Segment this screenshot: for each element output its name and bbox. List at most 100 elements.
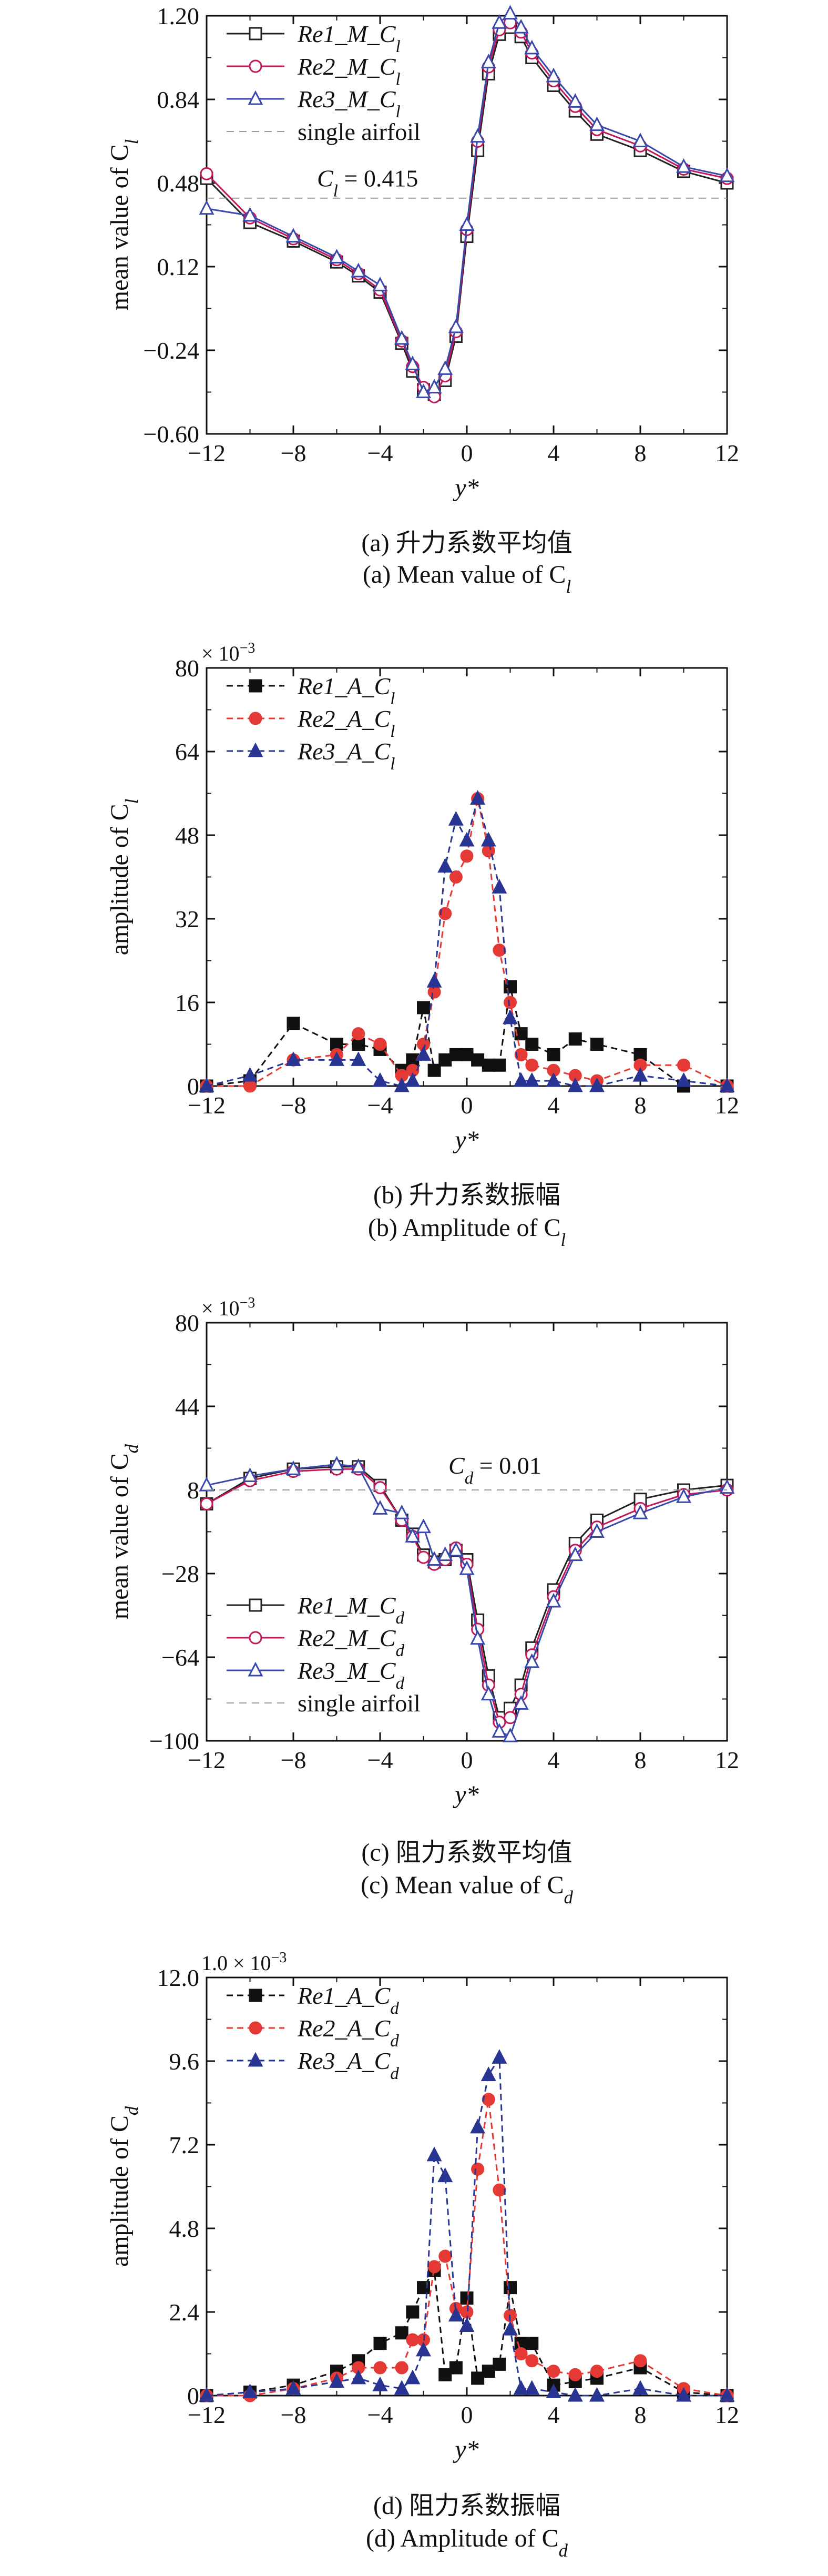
data-point [471,2162,485,2176]
data-point [417,1001,430,1015]
series-0 [200,1460,734,1725]
y-tick-label: 0.48 [157,170,200,197]
data-point [459,1560,475,1575]
legend-marker [249,2021,262,2035]
y-tick-label: 9.6 [169,2048,200,2075]
data-point [406,2305,420,2319]
data-point [427,2260,441,2274]
legend-label: single airfoil [298,1690,421,1717]
data-point [394,2380,410,2395]
y-scale-note: × 10−3 [201,640,255,666]
legend-marker [248,2052,263,2067]
data-point [242,1467,258,1482]
data-point [373,1038,387,1051]
data-point [676,1072,691,1087]
legend-label: Re2_M_Cd [297,1625,405,1660]
data-point [590,2365,604,2378]
data-point [405,356,421,370]
data-point [406,2333,420,2347]
legend-marker [248,1661,263,1677]
data-point [482,1058,495,1072]
y-tick-label: 64 [175,738,199,765]
data-point [427,985,441,999]
series-line [207,2099,728,2397]
data-point [567,1077,583,1092]
data-point [329,2373,344,2388]
x-tick-label: −4 [367,1092,393,1119]
data-point [546,2384,561,2398]
data-point [242,207,258,222]
data-point [416,383,431,398]
x-axis-label: y* [452,1126,478,1154]
x-axis-label: y* [452,2436,478,2463]
x-tick-label: −8 [281,1747,306,1773]
legend-label: Re2_A_Cd [297,2015,399,2051]
y-tick-label: 16 [175,989,199,1016]
caption-cn: (a) 升力系数平均值 [361,529,572,557]
y-tick-label: −64 [161,1644,199,1671]
data-point [373,1481,387,1495]
x-tick-label: −12 [188,1092,226,1119]
x-axis-label: y* [452,1781,478,1809]
data-point [470,790,486,805]
data-point [513,1695,529,1710]
legend-label: Re3_A_Cd [297,2047,399,2083]
data-point [372,2376,388,2391]
x-tick-label: 4 [548,1092,560,1119]
y-tick-label: 44 [175,1393,199,1420]
data-point [199,200,214,215]
y-tick-label: −100 [149,1728,199,1754]
data-point [525,1058,539,1072]
data-point [589,1523,605,1538]
series-line [206,986,727,1087]
data-point [503,1009,518,1025]
data-point [242,2384,258,2398]
data-point [243,1079,257,1093]
data-point [449,1048,463,1061]
data-point [405,2369,421,2385]
data-point [437,858,453,873]
series-2 [199,2049,735,2402]
data-point [199,1077,214,1092]
data-point [514,1027,528,1041]
legend-label: Re3_M_Cd [297,1657,405,1693]
series-line [206,2267,728,2397]
series-line [206,1466,728,1719]
data-point [547,2365,560,2378]
data-point [524,2380,540,2395]
refline-label: Cd = 0.01 [448,1452,541,1488]
data-point [504,2281,517,2295]
y-tick-label: 0.84 [157,86,200,113]
data-point [405,1072,421,1087]
data-point [513,18,529,34]
y-tick-label: 32 [175,906,199,932]
data-point [546,1593,561,1608]
data-point [503,2320,518,2336]
data-point [589,116,605,131]
x-tick-label: −12 [188,1747,226,1773]
data-point [514,1048,528,1061]
data-point [329,249,344,263]
x-tick-label: −4 [367,2401,393,2428]
y-axis-label: amplitude of Cl [106,799,142,956]
data-point [481,54,496,68]
x-tick-label: −8 [281,2401,306,2428]
data-point [568,1032,582,1046]
data-point [481,1686,496,1701]
data-point [199,2387,214,2402]
data-point [285,1461,301,1475]
legend-label: Re3_M_Cl [297,86,401,121]
caption-en: (b) Amplitude of Cl [368,1214,566,1250]
legend-label: Re1_A_Cl [297,673,395,708]
data-point [493,2357,506,2371]
data-point [460,849,474,863]
legend-marker [249,1631,262,1645]
data-point [449,2361,463,2375]
legend-label: single airfoil [298,118,421,145]
data-point [372,1072,388,1087]
data-point [492,2049,507,2064]
refline-label: Cl = 0.415 [317,165,418,201]
data-point [492,879,507,894]
series-line [206,2055,727,2397]
data-point [329,1051,344,1066]
